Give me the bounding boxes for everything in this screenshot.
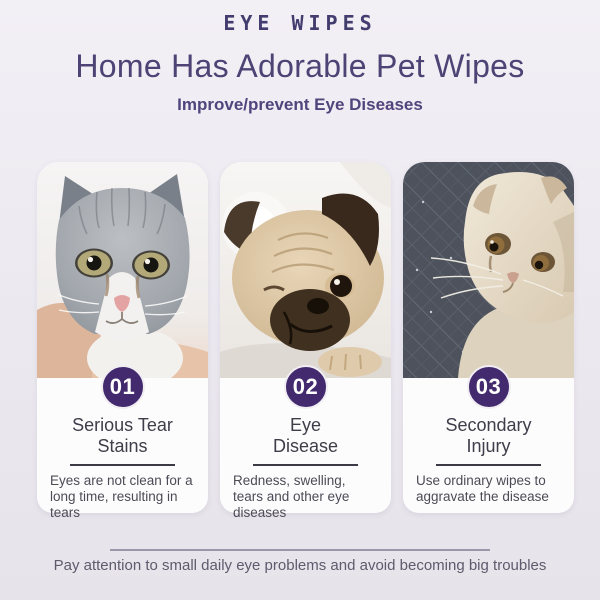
cat-blanket-illustration xyxy=(403,162,574,378)
card-title: Secondary Injury xyxy=(415,415,562,457)
cat-tear-stains-photo xyxy=(37,162,208,378)
footer: Pay attention to small daily eye problem… xyxy=(0,549,600,574)
card-title: Eye Disease xyxy=(232,415,379,457)
brand-heading: EYE WIPES xyxy=(223,11,377,35)
pug-illustration xyxy=(220,162,391,378)
step-number-badge: 03 xyxy=(466,365,511,409)
card-body: Eye Disease Redness, swelling, tears and… xyxy=(220,378,391,520)
card-title-line1: Eye xyxy=(289,415,322,435)
footer-divider-line xyxy=(110,549,490,551)
card-divider xyxy=(253,464,358,467)
card-title-line1: Serious Tear xyxy=(72,415,173,435)
page-title: Home Has Adorable Pet Wipes xyxy=(75,48,525,84)
card-title: Serious Tear Stains xyxy=(49,415,196,457)
step-number-badge: 01 xyxy=(100,365,145,409)
card-title-line2: Stains xyxy=(97,436,148,457)
card-body: Secondary Injury Use ordinary wipes to a… xyxy=(403,378,574,505)
card-description: Eyes are not clean for a long time, resu… xyxy=(50,473,193,520)
feature-cards-row: 01 Serious Tear Stains Eyes are not clea… xyxy=(37,162,574,520)
card-body: Serious Tear Stains Eyes are not clean f… xyxy=(37,378,208,520)
card-description: Redness, swelling, tears and other eye d… xyxy=(233,473,350,520)
cat-tear-stains-illustration xyxy=(37,162,208,378)
card-description: Use ordinary wipes to aggravate the dise… xyxy=(416,473,549,505)
page-subtitle: Improve/prevent Eye Diseases xyxy=(177,95,423,114)
card-divider xyxy=(436,464,541,467)
step-number-badge: 02 xyxy=(283,365,328,409)
card-secondary-injury: 03 Secondary Injury Use ordinary wipes t… xyxy=(403,162,574,513)
cat-blanket-photo xyxy=(403,162,574,378)
card-divider xyxy=(70,464,175,467)
card-eye-disease: 02 Eye Disease Redness, swelling, tears … xyxy=(220,162,391,520)
card-serious-tear-stains: 01 Serious Tear Stains Eyes are not clea… xyxy=(37,162,208,520)
card-title-line1: Secondary xyxy=(445,415,532,435)
footer-note: Pay attention to small daily eye problem… xyxy=(53,557,547,574)
card-title-line2: Disease xyxy=(272,436,339,457)
pug-eye-disease-photo xyxy=(220,162,391,378)
card-title-line2: Injury xyxy=(466,436,511,457)
